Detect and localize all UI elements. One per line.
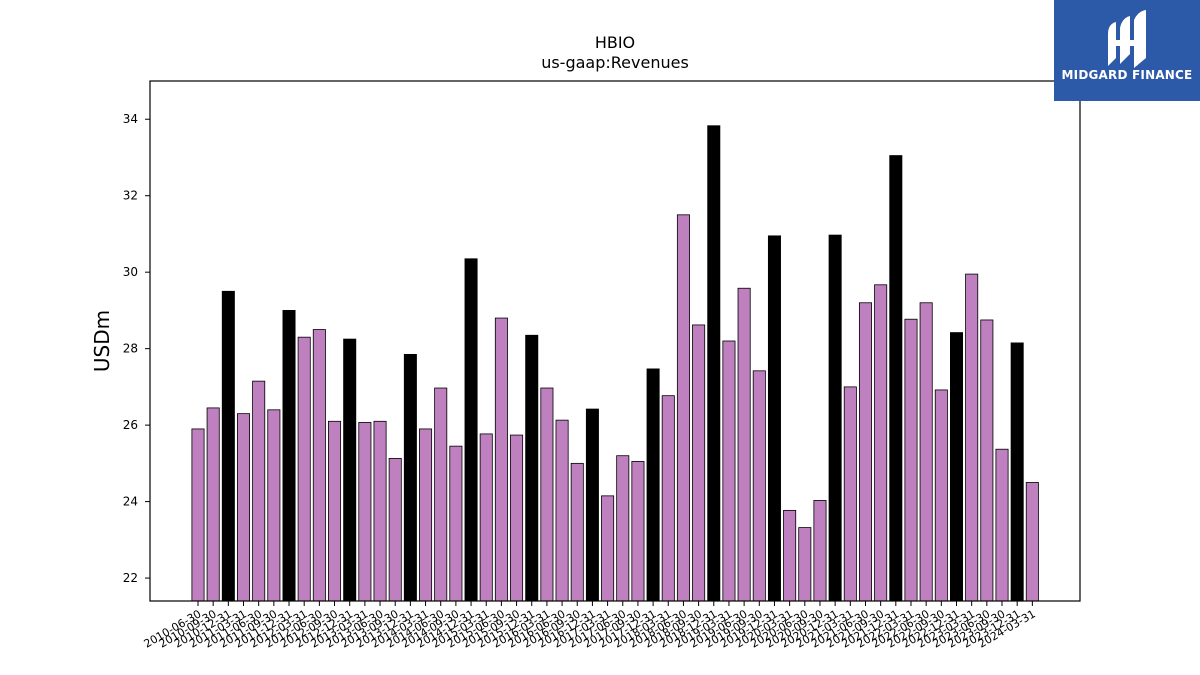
bar-2022-06-30: [919, 302, 933, 602]
bar-2015-06-30: [494, 317, 508, 602]
bar-2012-12-31: [343, 338, 357, 602]
bar-2015-03-31: [479, 433, 493, 602]
bar-2020-12-31: [828, 234, 842, 602]
bar-2011-12-31: [282, 310, 296, 602]
bar-2018-12-31: [707, 125, 721, 602]
bar-series: [191, 125, 1039, 602]
bar-2021-12-31: [889, 155, 903, 602]
bar-2023-06-30: [980, 319, 994, 602]
bar-2016-06-30: [555, 419, 569, 602]
bar-2011-03-31: [237, 413, 251, 602]
bar-2021-03-31: [843, 386, 857, 602]
bar-2018-06-30: [676, 214, 690, 602]
y-tick-label: 24: [123, 495, 138, 509]
y-axis: 22 24 26 28 30 32 34: [123, 112, 150, 585]
bar-2019-06-30: [737, 287, 751, 602]
y-tick-label: 32: [123, 189, 138, 203]
bar-2012-06-30: [312, 329, 326, 602]
bar-2014-03-31: [419, 428, 433, 602]
bar-2016-09-30: [570, 462, 584, 602]
bar-2016-03-31: [540, 387, 554, 602]
y-tick-label: 26: [123, 418, 138, 432]
bar-2013-09-30: [388, 457, 402, 602]
y-tick-label: 34: [123, 112, 138, 126]
bar-2022-12-31: [950, 332, 964, 602]
bar-2021-06-30: [858, 302, 872, 602]
bar-2016-12-31: [585, 408, 599, 602]
bar-2014-12-31: [464, 258, 478, 602]
bar-2023-09-30: [995, 448, 1009, 602]
bar-2024-03-31: [1025, 482, 1039, 602]
bar-2013-12-31: [403, 353, 417, 602]
bar-2013-03-31: [358, 422, 372, 602]
bar-2019-03-31: [722, 340, 736, 602]
bar-2018-03-31: [661, 395, 675, 602]
bar-2020-06-30: [798, 527, 812, 602]
x-axis: 2010-06-302010-09-302010-12-312011-03-31…: [142, 601, 1038, 651]
bar-2023-03-31: [965, 273, 979, 602]
y-tick-label: 28: [123, 342, 138, 356]
bar-2022-03-31: [904, 318, 918, 602]
bar-2020-03-31: [783, 509, 797, 602]
y-axis-label: USDm: [90, 310, 114, 372]
bar-2023-12-31: [1010, 342, 1024, 602]
bar-2010-06-30: [191, 428, 205, 602]
bar-2011-06-30: [252, 380, 266, 602]
bar-2011-09-30: [267, 409, 281, 602]
bar-2014-09-30: [449, 445, 463, 602]
bar-2017-03-31: [601, 495, 615, 602]
chart-title: HBIO: [595, 33, 635, 52]
bar-2019-12-31: [767, 235, 781, 602]
bar-2015-09-30: [510, 434, 524, 602]
chart-subtitle: us-gaap:Revenues: [541, 53, 689, 72]
bar-2012-09-30: [328, 420, 342, 602]
plot-frame: [149, 80, 1081, 602]
bar-2012-03-31: [297, 336, 311, 602]
brand-logo: MIDGARD FINANCE: [1054, 0, 1200, 101]
bar-2019-09-30: [752, 370, 766, 602]
bar-2015-12-31: [525, 334, 539, 602]
bar-2020-09-30: [813, 500, 827, 602]
bar-2021-09-30: [874, 284, 888, 602]
bar-2014-06-30: [434, 387, 448, 602]
bar-2013-06-30: [373, 420, 387, 602]
bar-2017-09-30: [631, 461, 645, 602]
brand-name: MIDGARD FINANCE: [1061, 68, 1193, 82]
bar-2018-09-30: [692, 324, 706, 602]
bar-2010-09-30: [206, 407, 220, 602]
y-tick-label: 22: [123, 571, 138, 585]
brand-mark-icon: [1108, 10, 1146, 68]
y-tick-label: 30: [123, 265, 138, 279]
bar-2022-09-30: [934, 389, 948, 602]
bar-2017-06-30: [616, 455, 630, 602]
bar-2017-12-31: [646, 368, 660, 602]
bar-2010-12-31: [221, 290, 235, 602]
